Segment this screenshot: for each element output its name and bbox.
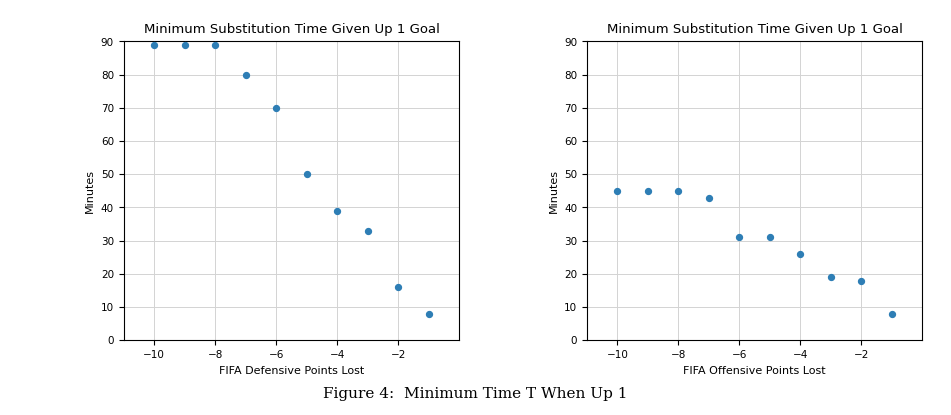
Point — [300, 171, 315, 178]
Point — [824, 274, 839, 281]
Point — [640, 188, 655, 194]
Point — [670, 188, 686, 194]
Title: Minimum Substitution Time Given Up 1 Goal: Minimum Substitution Time Given Up 1 Goa… — [607, 23, 902, 36]
Point — [268, 105, 283, 111]
Point — [854, 277, 869, 284]
Point — [731, 234, 747, 241]
Point — [146, 42, 162, 48]
X-axis label: FIFA Defensive Points Lost: FIFA Defensive Points Lost — [219, 366, 364, 376]
Point — [793, 251, 808, 257]
Point — [207, 42, 223, 48]
Point — [884, 310, 900, 317]
Point — [763, 234, 778, 241]
Point — [701, 194, 716, 201]
Point — [177, 42, 192, 48]
Text: Figure 4:  Minimum Time T When Up 1: Figure 4: Minimum Time T When Up 1 — [323, 387, 628, 401]
X-axis label: FIFA Offensive Points Lost: FIFA Offensive Points Lost — [684, 366, 826, 376]
Y-axis label: Minutes: Minutes — [86, 169, 95, 213]
Point — [330, 208, 345, 214]
Point — [391, 284, 406, 290]
Point — [610, 188, 625, 194]
Y-axis label: Minutes: Minutes — [549, 169, 558, 213]
Point — [421, 310, 437, 317]
Point — [238, 71, 253, 78]
Title: Minimum Substitution Time Given Up 1 Goal: Minimum Substitution Time Given Up 1 Goa… — [144, 23, 439, 36]
Point — [360, 227, 376, 234]
